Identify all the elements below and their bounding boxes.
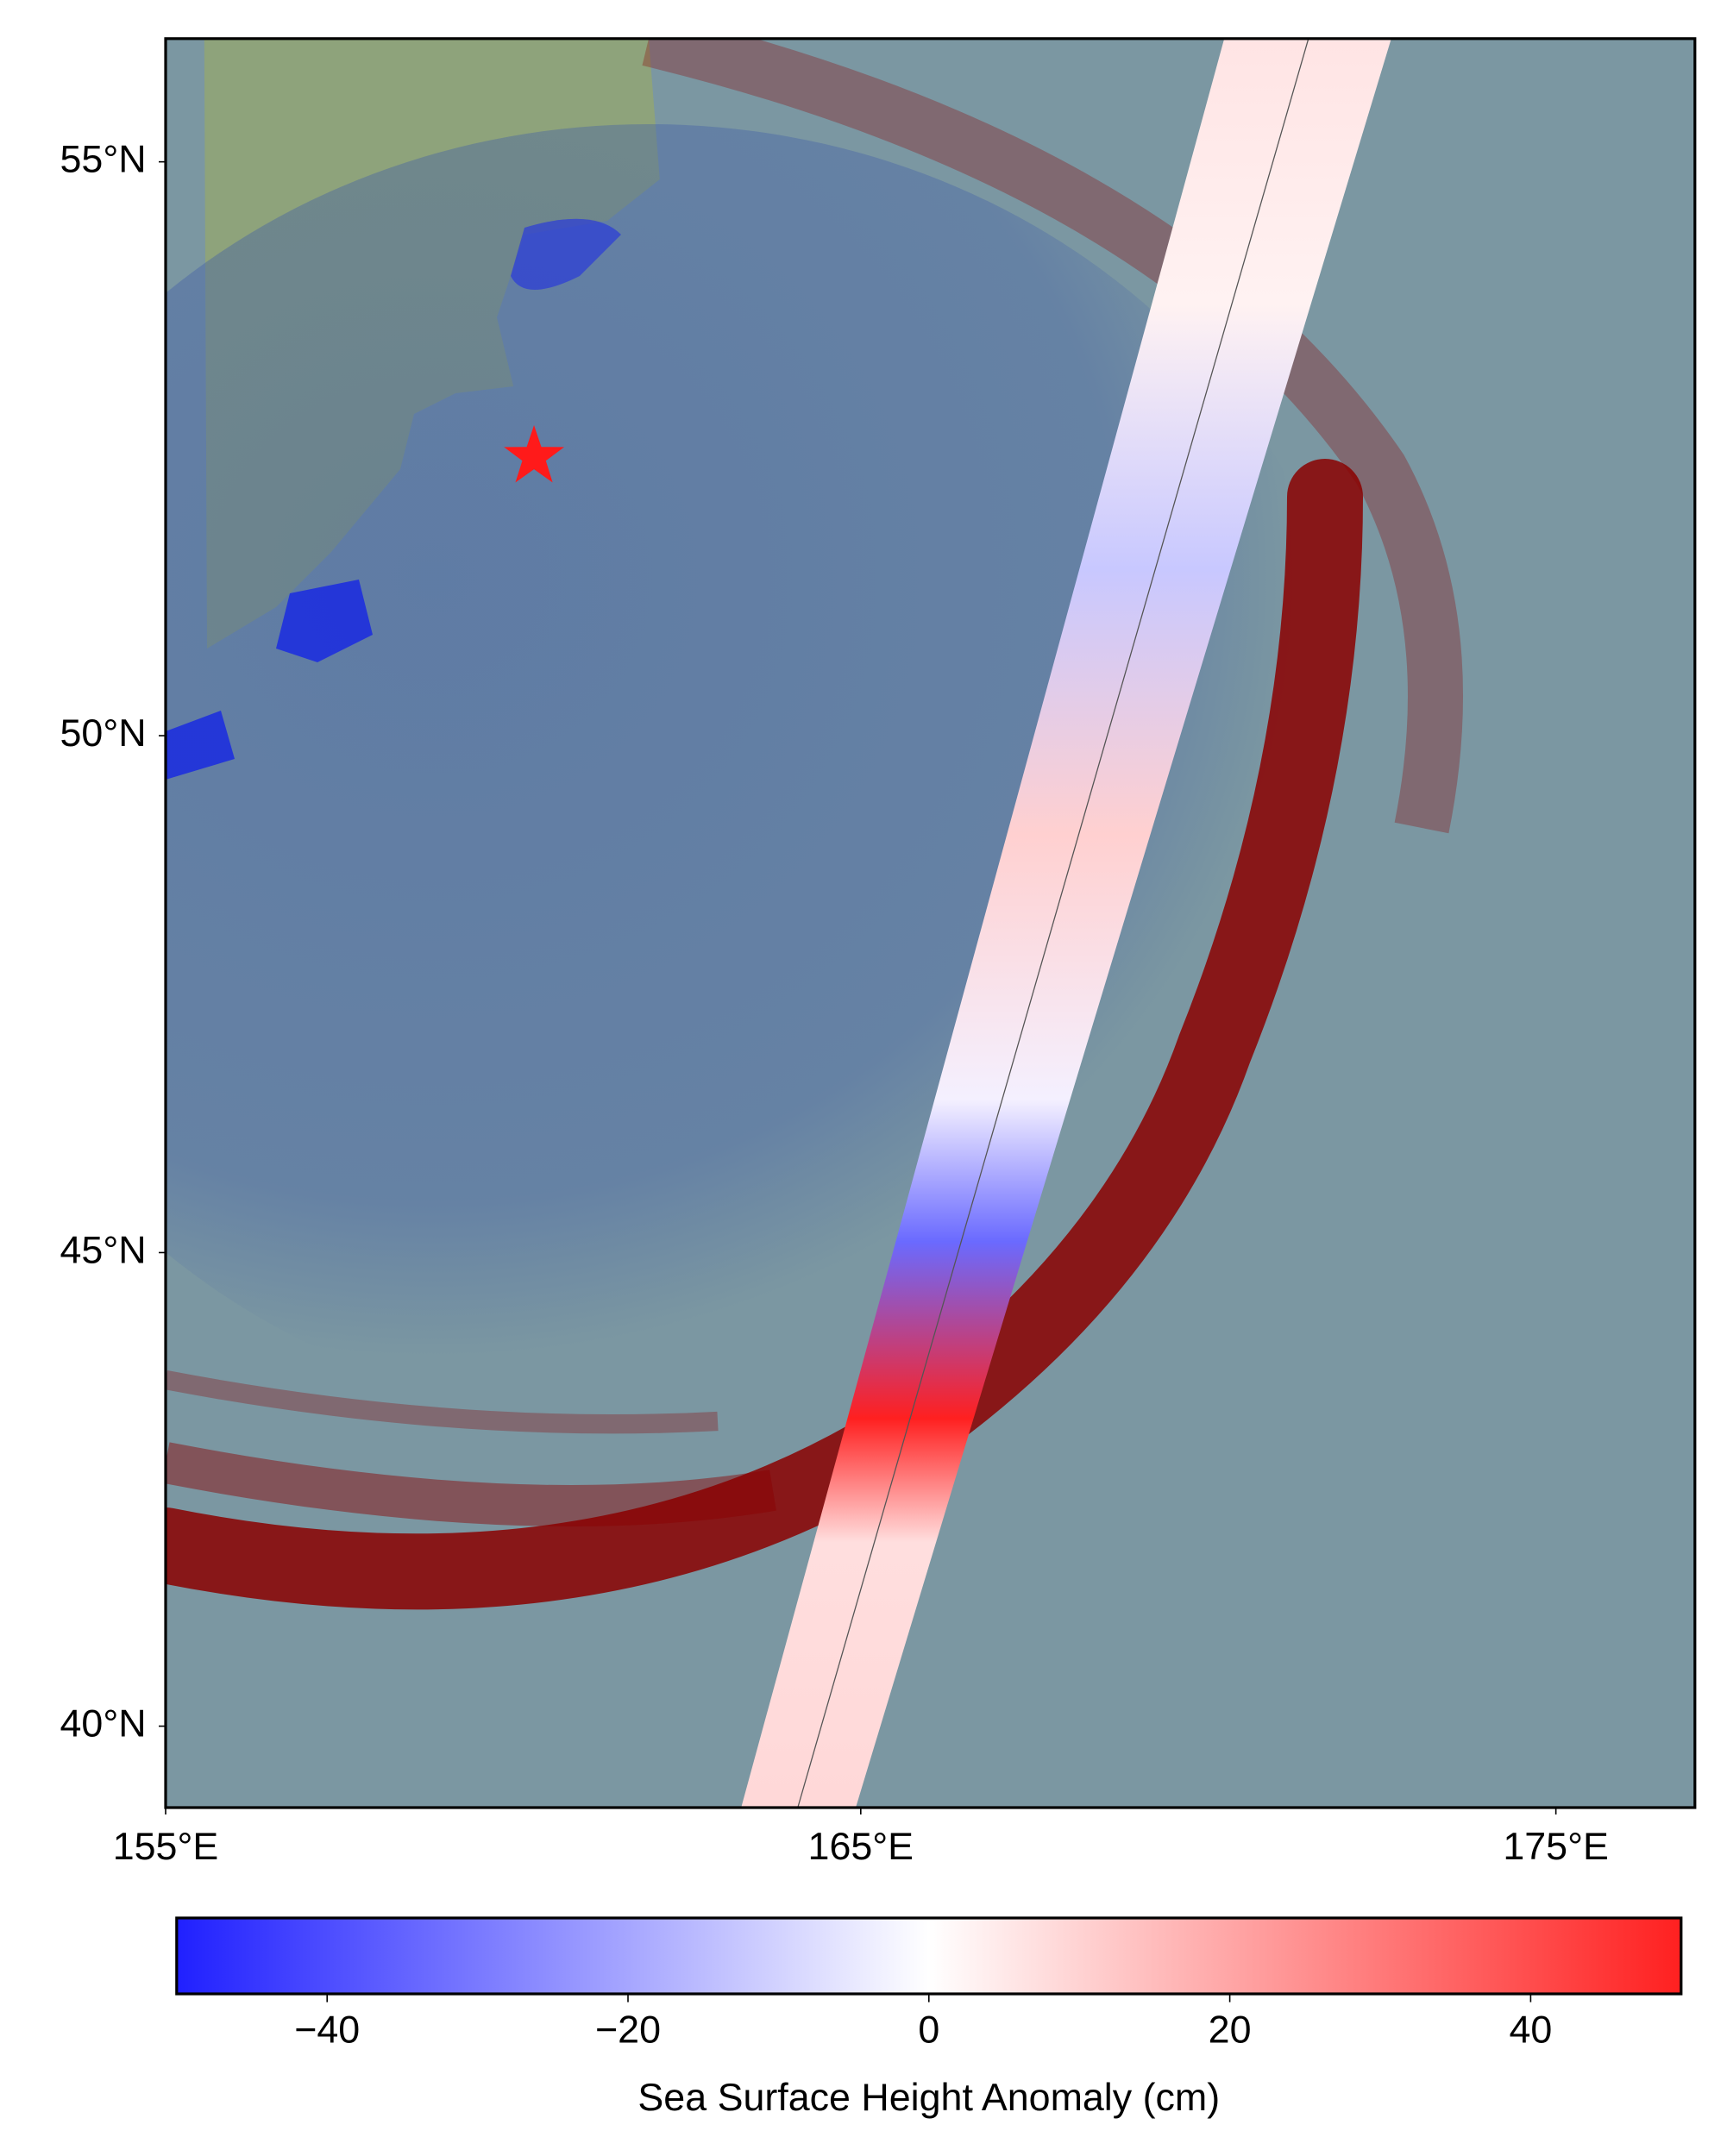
colorbar-tick-label: −20 [595, 2009, 661, 2052]
wave-front [166, 459, 1363, 1610]
x-tick-label: 165°E [808, 1825, 914, 1868]
y-tick-label: 55°N [60, 137, 147, 180]
colorbar-tick-label: 20 [1209, 2009, 1252, 2052]
swath-gap [797, 38, 1309, 1808]
blob [166, 711, 235, 780]
wave-front [166, 1442, 776, 1526]
y-tick-label: 45°N [60, 1228, 147, 1271]
y-tick-label: 50°N [60, 711, 147, 755]
basemap [166, 38, 1695, 1808]
x-tick-label: 175°E [1503, 1825, 1609, 1868]
x-tick-label: 155°E [113, 1825, 219, 1868]
map-frame [164, 37, 1697, 1809]
wave-front [166, 1369, 719, 1434]
colorbar-tick-label: 0 [918, 2009, 939, 2052]
colorbar-label: Sea Surface Height Anomaly (cm) [637, 2076, 1220, 2119]
wave-front [642, 38, 1463, 834]
epicenter [504, 424, 565, 483]
colorbar [175, 1916, 1683, 1996]
colorbar-tick-label: 40 [1509, 2009, 1552, 2052]
blob [511, 218, 621, 290]
blob [276, 580, 373, 662]
satellite-swath [741, 38, 1391, 1808]
y-tick-label: 40°N [60, 1702, 147, 1745]
colorbar-tick-label: −40 [294, 2009, 360, 2052]
